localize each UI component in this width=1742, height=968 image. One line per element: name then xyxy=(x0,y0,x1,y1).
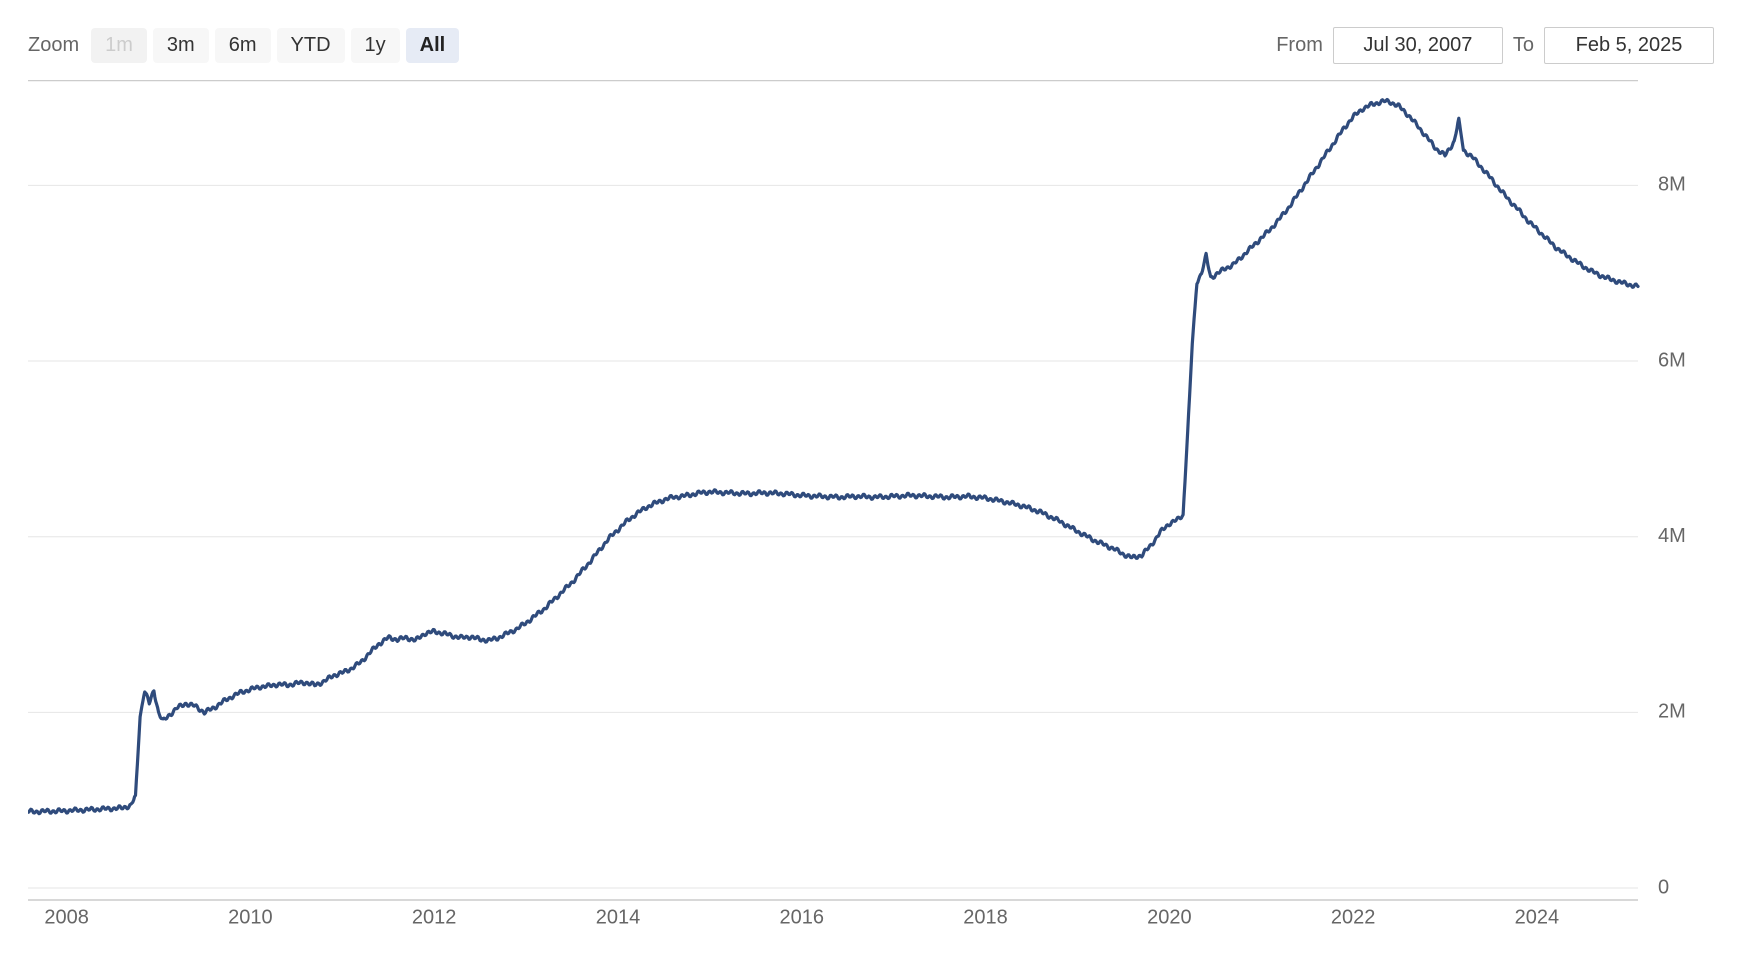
x-tick-label: 2010 xyxy=(228,907,273,929)
from-date-input[interactable] xyxy=(1333,27,1503,64)
y-tick-label: 4M xyxy=(1658,525,1686,547)
zoom-1m-button[interactable]: 1m xyxy=(91,28,147,63)
x-tick-label: 2024 xyxy=(1515,907,1560,929)
y-tick-label: 0 xyxy=(1658,876,1669,898)
chart-toolbar: Zoom 1m 3m 6m YTD 1y All From To xyxy=(28,20,1714,70)
y-tick-label: 2M xyxy=(1658,701,1686,723)
x-tick-label: 2014 xyxy=(596,907,641,929)
zoom-controls: Zoom 1m 3m 6m YTD 1y All xyxy=(28,28,459,63)
x-tick-label: 2016 xyxy=(780,907,825,929)
x-tick-label: 2012 xyxy=(412,907,457,929)
zoom-1y-button[interactable]: 1y xyxy=(351,28,400,63)
chart-svg: 0 2M 4M 6M 8M 2008 2010 2012 2014 2016 2018 2020 202… xyxy=(28,80,1714,950)
x-tick-label: 2008 xyxy=(44,907,89,929)
zoom-all-button[interactable]: All xyxy=(406,28,460,63)
zoom-3m-button[interactable]: 3m xyxy=(153,28,209,63)
zoom-6m-button[interactable]: 6m xyxy=(215,28,271,63)
x-tick-label: 2018 xyxy=(963,907,1008,929)
chart-container: Zoom 1m 3m 6m YTD 1y All From To 0 2M 4M 6M… xyxy=(0,0,1742,968)
to-date-input[interactable] xyxy=(1544,27,1714,64)
y-tick-label: 8M xyxy=(1658,174,1686,196)
chart-plot-area[interactable]: 0 2M 4M 6M 8M 2008 2010 2012 2014 2016 2018 2020 202… xyxy=(28,80,1714,950)
x-tick-label: 2020 xyxy=(1147,907,1192,929)
to-label: To xyxy=(1513,34,1534,57)
x-tick-label: 2022 xyxy=(1331,907,1376,929)
from-label: From xyxy=(1276,34,1323,57)
y-tick-label: 6M xyxy=(1658,349,1686,371)
zoom-label: Zoom xyxy=(28,34,79,57)
series-line xyxy=(28,100,1638,814)
date-range-controls: From To xyxy=(1276,27,1714,64)
zoom-ytd-button[interactable]: YTD xyxy=(277,28,345,63)
